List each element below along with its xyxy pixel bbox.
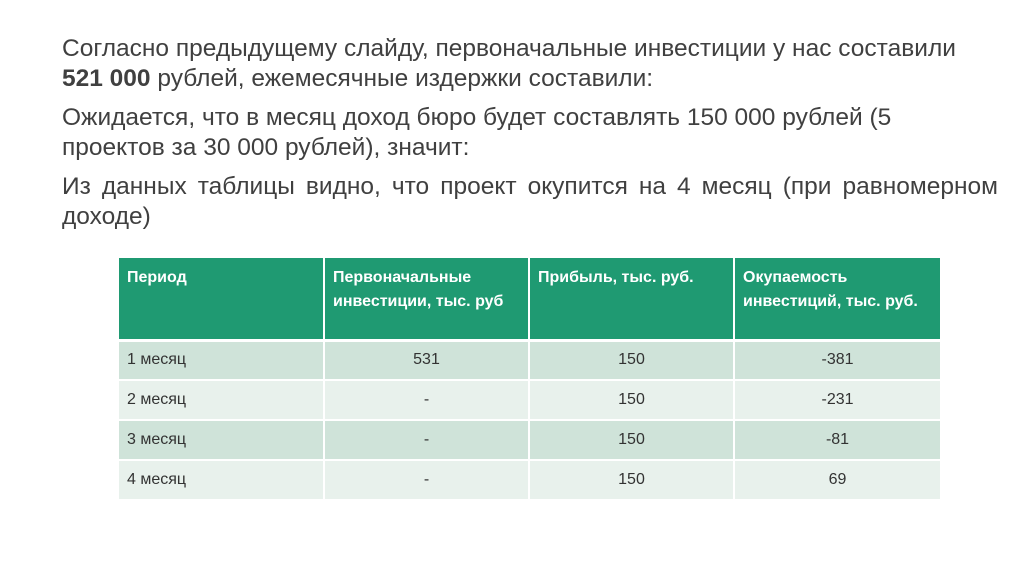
paragraph-expected-income: Ожидается, что в месяц доход бюро будет …: [62, 104, 892, 161]
header-period: Период: [119, 258, 325, 342]
cell-payback: -81: [734, 420, 940, 461]
cell-investment: -: [324, 420, 530, 461]
slide-body-text: Согласно предыдущему слайду, первоначаль…: [62, 34, 998, 241]
table-row: 2 месяц - 150 -231: [119, 380, 940, 421]
cell-investment: 531: [324, 340, 530, 381]
paragraph-initial-investment: Согласно предыдущему слайду, первоначаль…: [62, 34, 998, 94]
cell-period: 3 месяц: [119, 420, 325, 461]
cell-profit: 150: [529, 380, 735, 421]
paragraph-payback-conclusion: Из данных таблицы видно, что проект окуп…: [62, 173, 998, 230]
cell-payback: -231: [734, 380, 940, 421]
cell-profit: 150: [529, 420, 735, 461]
cell-payback: 69: [734, 460, 940, 501]
cell-period: 1 месяц: [119, 340, 325, 381]
header-payback: Окупаемость инвестиций, тыс. руб.: [734, 258, 940, 342]
header-initial-investment: Первоначальные инвестиции, тыс. руб: [324, 258, 530, 342]
cell-profit: 150: [529, 340, 735, 381]
paragraph-1-text-b: рублей, ежемесячные издержки составили:: [150, 65, 654, 92]
cell-profit: 150: [529, 460, 735, 501]
cell-payback: -381: [734, 340, 940, 381]
cell-period: 2 месяц: [119, 380, 325, 421]
investment-amount: 521 000: [62, 65, 151, 92]
header-profit: Прибыль, тыс. руб.: [529, 258, 735, 342]
cell-period: 4 месяц: [119, 460, 325, 501]
table-row: 4 месяц - 150 69: [119, 460, 940, 501]
payback-table: Период Первоначальные инвестиции, тыс. р…: [119, 258, 940, 501]
table-row: 1 месяц 531 150 -381: [119, 340, 940, 381]
cell-investment: -: [324, 460, 530, 501]
table-header-row: Период Первоначальные инвестиции, тыс. р…: [119, 258, 940, 342]
cell-investment: -: [324, 380, 530, 421]
table-row: 3 месяц - 150 -81: [119, 420, 940, 461]
paragraph-1-text-a: Согласно предыдущему слайду, первоначаль…: [62, 35, 956, 62]
